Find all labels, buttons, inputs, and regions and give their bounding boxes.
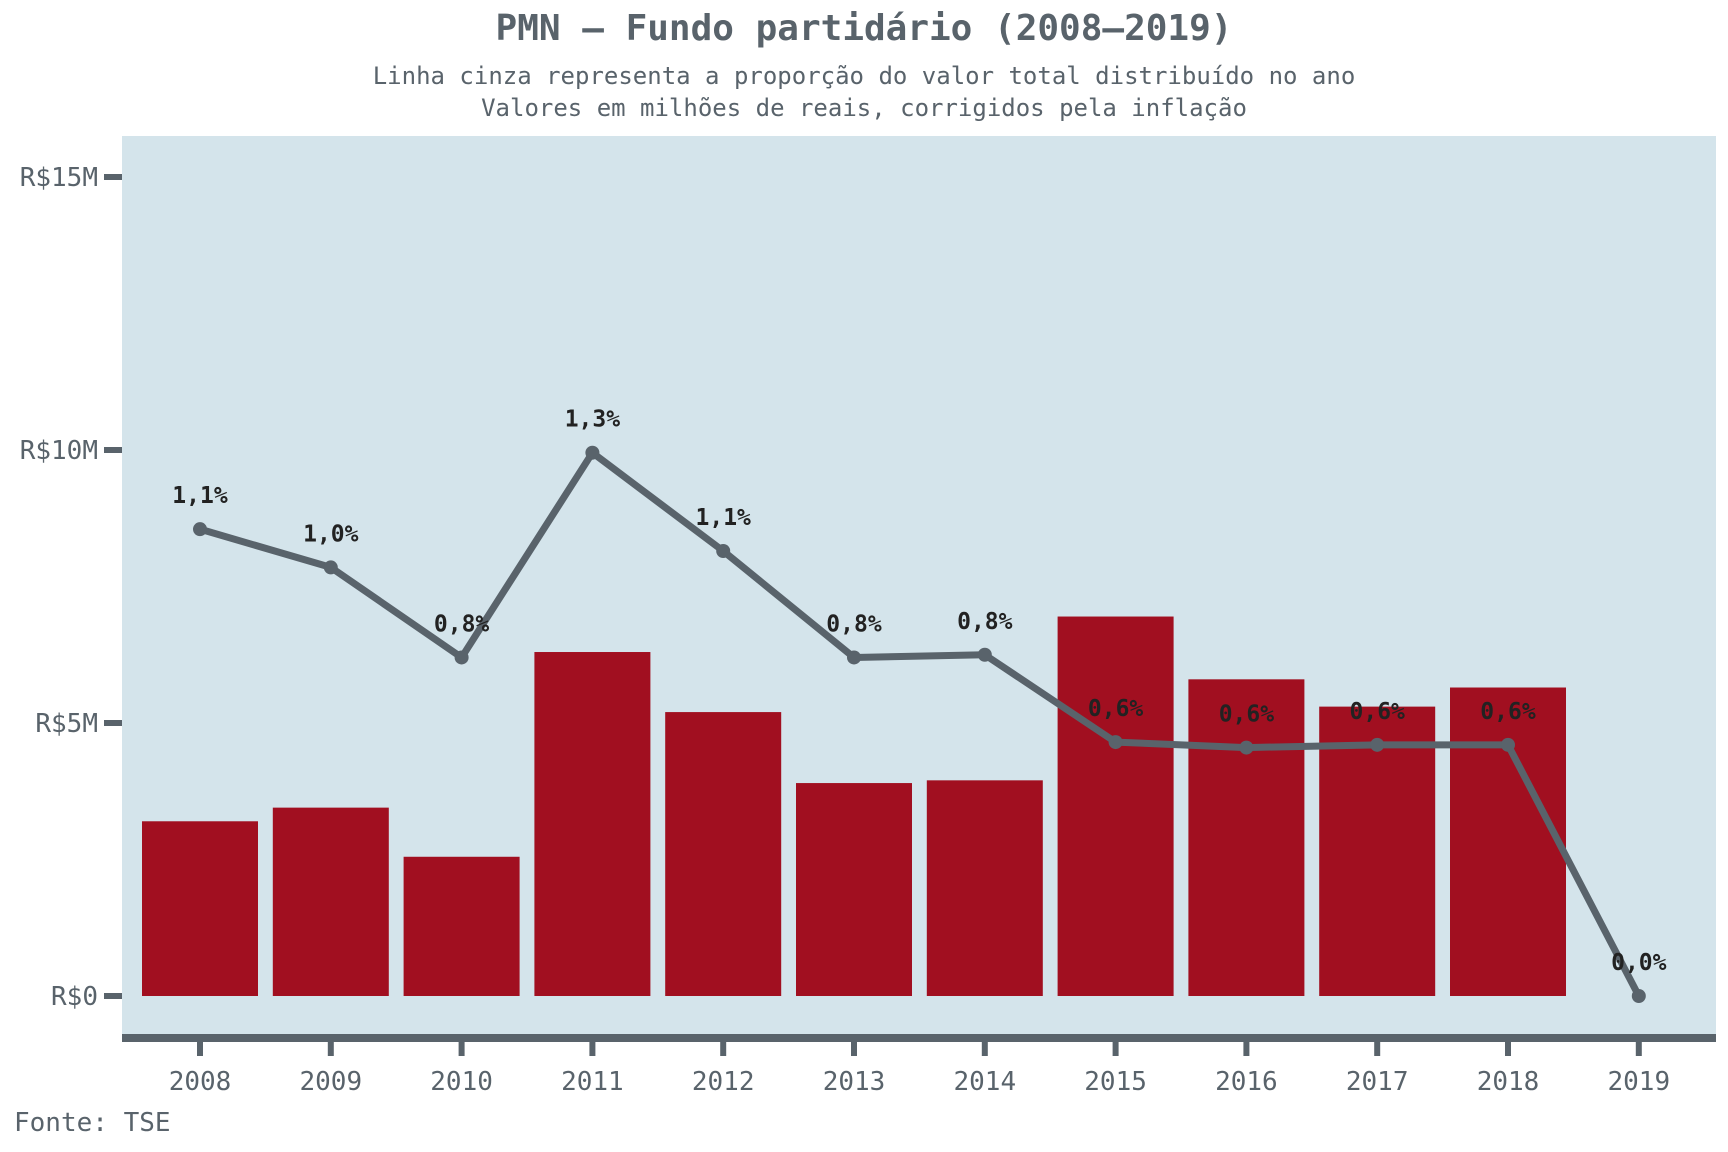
x-tick-label-2011: 2011 <box>561 1067 624 1097</box>
bar-2010 <box>403 856 520 996</box>
proportion-label-2019: 0,0% <box>1611 950 1667 976</box>
x-tick-label-2014: 2014 <box>953 1067 1016 1097</box>
proportion-label-2018: 0,6% <box>1480 699 1536 725</box>
x-tick-label-2016: 2016 <box>1215 1067 1278 1097</box>
proportion-point-2012 <box>716 544 731 559</box>
x-tick-label-2013: 2013 <box>823 1067 886 1097</box>
proportion-label-2014: 0,8% <box>957 609 1013 635</box>
x-tick-label-2015: 2015 <box>1084 1067 1147 1097</box>
x-tick-label-2010: 2010 <box>430 1067 493 1097</box>
source-note: Fonte: TSE <box>14 1108 171 1138</box>
proportion-point-2013 <box>847 650 861 665</box>
proportion-label-2017: 0,6% <box>1350 699 1406 725</box>
x-tick-label-2012: 2012 <box>692 1067 755 1097</box>
proportion-label-2012: 1,1% <box>696 505 752 531</box>
x-tick-label-2008: 2008 <box>169 1067 232 1097</box>
y-tick-label: R$5M <box>35 709 98 739</box>
bar-2008 <box>142 821 258 996</box>
bar-2014 <box>926 780 1043 996</box>
proportion-point-2010 <box>454 650 469 665</box>
proportion-label-2008: 1,1% <box>172 483 228 509</box>
chart-title: PMN – Fundo partidário (2008–2019) <box>495 8 1233 49</box>
y-tick-label: R$10M <box>20 436 98 466</box>
bar-2012 <box>665 712 782 996</box>
x-tick-label-2018: 2018 <box>1477 1067 1540 1097</box>
proportion-label-2009: 1,0% <box>303 521 359 547</box>
chart-subtitle-line-2: Valores em milhões de reais, corrigidos … <box>481 94 1247 122</box>
proportion-point-2017 <box>1370 737 1385 752</box>
bar-2016 <box>1188 679 1305 996</box>
chart-subtitle-line-1: Linha cinza representa a proporção do va… <box>372 62 1356 90</box>
y-tick-label: R$15M <box>20 163 98 193</box>
proportion-point-2018 <box>1501 737 1515 752</box>
x-tick-label-2009: 2009 <box>299 1067 362 1097</box>
proportion-point-2014 <box>977 647 992 662</box>
bar-2013 <box>796 783 912 996</box>
proportion-point-2008 <box>193 522 207 537</box>
x-tick-label-2017: 2017 <box>1346 1067 1409 1097</box>
x-tick-label-2019: 2019 <box>1607 1067 1670 1097</box>
y-tick-label: R$0 <box>51 982 98 1012</box>
bar-2009 <box>272 807 389 996</box>
proportion-label-2011: 1,3% <box>565 407 621 433</box>
proportion-label-2015: 0,6% <box>1088 696 1144 722</box>
bar-2015 <box>1057 616 1174 996</box>
proportion-point-2009 <box>323 560 338 575</box>
proportion-point-2019 <box>1631 989 1646 1003</box>
proportion-point-2015 <box>1108 735 1123 750</box>
bar-2017 <box>1319 706 1436 996</box>
bar-2018 <box>1450 687 1566 996</box>
proportion-point-2016 <box>1239 740 1254 755</box>
proportion-line <box>196 449 1643 1000</box>
proportion-label-2016: 0,6% <box>1219 702 1275 728</box>
proportion-label-2010: 0,8% <box>434 611 490 637</box>
bar-2011 <box>534 652 651 996</box>
proportion-point-2011 <box>585 445 600 460</box>
proportion-label-2013: 0,8% <box>826 611 882 637</box>
